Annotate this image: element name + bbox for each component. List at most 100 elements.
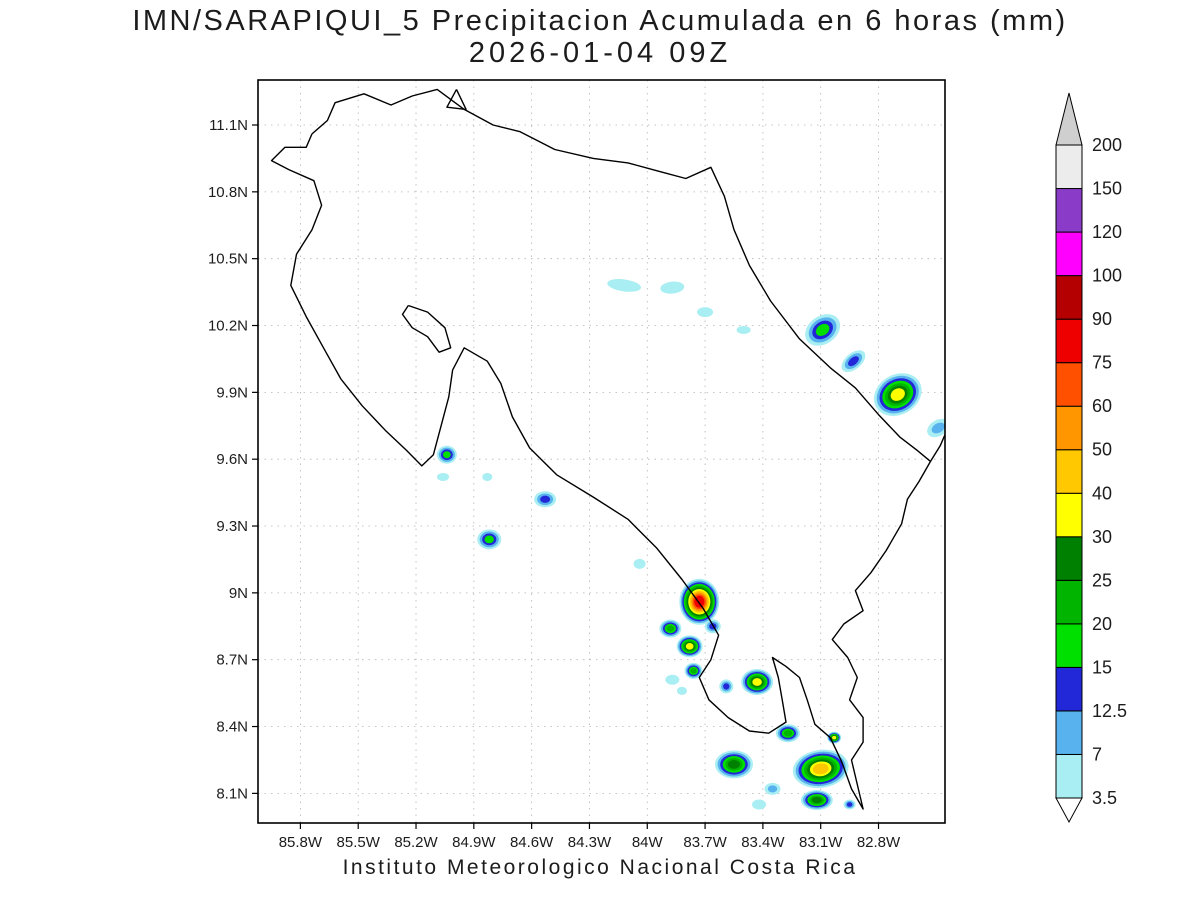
precip-cell xyxy=(665,674,680,685)
lon-tick-label: 85.8W xyxy=(279,834,323,851)
precip-cell xyxy=(843,799,856,810)
precip-cells xyxy=(436,279,945,811)
lon-tick-label: 84.6W xyxy=(510,834,554,851)
precip-cell xyxy=(764,782,781,795)
colorbar-segment xyxy=(1055,318,1083,364)
plot-frame xyxy=(257,79,946,824)
precip-cell xyxy=(697,307,714,318)
lon-tick-label: 84.9W xyxy=(452,834,496,851)
precip-cell xyxy=(676,686,687,695)
lon-tick-label: 83.7W xyxy=(683,834,727,851)
precip-cell xyxy=(684,662,703,679)
lat-tick-label: 9.6N xyxy=(216,451,248,468)
colorbar-segment xyxy=(1055,362,1083,407)
precip-cell xyxy=(800,790,833,811)
colorbar-segment xyxy=(1055,623,1083,668)
lon-tick-label: 82.8W xyxy=(857,834,901,851)
precip-cell xyxy=(676,635,703,658)
precip-cell xyxy=(477,529,502,550)
colorbar-tick-label: 150 xyxy=(1092,179,1122,199)
lat-tick-label: 8.4N xyxy=(216,719,248,736)
precip-cell xyxy=(633,558,646,569)
precip-cell xyxy=(752,799,767,810)
colorbar-segment xyxy=(1055,666,1083,712)
lat-tick-label: 10.2N xyxy=(208,318,248,335)
precip-cell xyxy=(719,679,734,694)
colorbar-segment xyxy=(1055,188,1083,233)
precip-cell xyxy=(805,314,841,346)
colorbar-segment xyxy=(1055,492,1083,538)
colorbar-segment xyxy=(1055,579,1083,625)
colorbar-tick-label: 15 xyxy=(1092,657,1112,677)
colorbar-tick-label: 90 xyxy=(1092,309,1112,329)
lon-tick-label: 83.4W xyxy=(741,834,785,851)
precip-cell xyxy=(607,279,641,292)
colorbar-tick-label: 40 xyxy=(1092,483,1112,503)
axis-labels: 11.1N 10.8N 10.5N 10.2N 9.9N 9.6N 9.3N 9N 8.7N 8.… xyxy=(208,117,901,851)
lon-tick-label: 84.3W xyxy=(568,834,612,851)
colorbar-arrow-bottom xyxy=(1055,797,1083,824)
precip-cell xyxy=(436,473,449,482)
chart-title: IMN/SARAPIQUI_5 Precipitacion Acumulada … xyxy=(132,5,1068,37)
lat-tick-label: 8.7N xyxy=(216,652,248,669)
lat-tick-label: 10.5N xyxy=(208,251,248,268)
colorbar-segment xyxy=(1055,449,1083,494)
colorbar-tick-label: 12.5 xyxy=(1092,701,1127,721)
precip-cell xyxy=(741,668,774,695)
colorbar-tick-label: 60 xyxy=(1092,396,1112,416)
colorbar-segment xyxy=(1055,144,1083,190)
precip-cell xyxy=(436,445,457,464)
source-caption: Instituto Meteorologico Nacional Costa R… xyxy=(342,856,858,879)
precip-cell xyxy=(841,350,866,373)
colorbar-segment xyxy=(1055,275,1083,320)
colorbar-segment xyxy=(1055,231,1083,277)
colorbar xyxy=(1055,92,1083,824)
colorbar-tick-label: 75 xyxy=(1092,353,1112,373)
coastline-path xyxy=(270,88,932,810)
colorbar-segment xyxy=(1055,405,1083,451)
lat-tick-label: 9.3N xyxy=(216,518,248,535)
colorbar-segment xyxy=(1055,753,1083,799)
chart-subtitle: 2026-01-04 09Z xyxy=(468,37,732,69)
coastline-path xyxy=(929,434,945,462)
lon-tick-label: 83.1W xyxy=(799,834,843,851)
coastline-path xyxy=(446,89,467,111)
colorbar-labels: 3.5 7 12.5 15 20 25 30 40 50 60 75 90 100 120 150 200 xyxy=(1092,135,1127,808)
lat-tick-label: 9.9N xyxy=(216,384,248,401)
precip-cell xyxy=(927,418,945,438)
colorbar-tick-label: 20 xyxy=(1092,614,1112,634)
lat-tick-label: 8.1N xyxy=(216,785,248,802)
precip-cell xyxy=(792,749,849,789)
coastline-path xyxy=(401,304,452,353)
colorbar-tick-label: 100 xyxy=(1092,266,1122,286)
colorbar-tick-label: 120 xyxy=(1092,222,1122,242)
lon-tick-label: 85.5W xyxy=(337,834,381,851)
colorbar-arrow-top xyxy=(1055,92,1083,146)
lat-tick-label: 11.1N xyxy=(209,117,248,134)
precip-cell xyxy=(534,491,557,508)
lon-tick-label: 84W xyxy=(632,834,664,851)
lat-tick-label: 10.8N xyxy=(208,184,248,201)
lat-tick-label: 9N xyxy=(229,585,248,602)
colorbar-tick-label: 30 xyxy=(1092,527,1112,547)
precip-cell xyxy=(736,325,751,334)
plot-background xyxy=(258,80,945,823)
colorbar-tick-label: 25 xyxy=(1092,570,1112,590)
colorbar-tick-label: 3.5 xyxy=(1092,788,1117,808)
precip-cell xyxy=(873,373,922,416)
precip-cell xyxy=(660,281,685,294)
grid-lines xyxy=(258,80,945,823)
precip-cell xyxy=(714,750,753,779)
lon-tick-label: 85.2W xyxy=(394,834,438,851)
colorbar-segment xyxy=(1055,710,1083,755)
precip-cell xyxy=(659,619,682,638)
precip-cell xyxy=(482,473,493,482)
coastline xyxy=(270,88,945,810)
colorbar-tick-label: 50 xyxy=(1092,440,1112,460)
colorbar-tick-label: 7 xyxy=(1092,745,1102,765)
colorbar-tick-label: 200 xyxy=(1092,135,1122,155)
precip-cell xyxy=(679,578,720,625)
precip-cell xyxy=(775,724,800,743)
